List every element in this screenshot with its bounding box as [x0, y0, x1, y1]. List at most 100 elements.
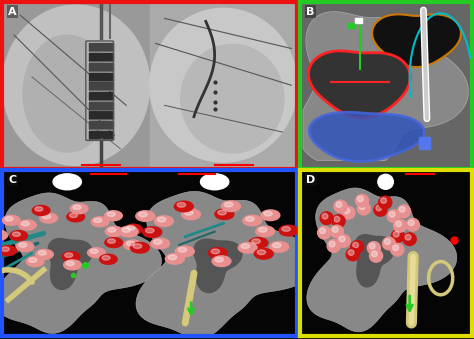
Circle shape	[357, 196, 364, 202]
Ellipse shape	[181, 44, 284, 153]
Circle shape	[21, 221, 29, 226]
Bar	[150, 2, 297, 169]
Circle shape	[12, 232, 20, 236]
Circle shape	[40, 213, 57, 223]
Circle shape	[90, 249, 98, 254]
Circle shape	[119, 226, 138, 237]
Circle shape	[215, 209, 234, 219]
Circle shape	[182, 209, 201, 220]
Circle shape	[336, 202, 342, 207]
Circle shape	[177, 202, 186, 207]
Circle shape	[154, 240, 162, 244]
Circle shape	[174, 201, 193, 212]
Circle shape	[372, 251, 377, 257]
Circle shape	[91, 217, 109, 227]
Circle shape	[392, 230, 404, 242]
Circle shape	[258, 227, 267, 232]
Circle shape	[105, 226, 123, 236]
Circle shape	[279, 225, 298, 236]
Circle shape	[218, 210, 226, 215]
Bar	[419, 137, 430, 149]
Circle shape	[102, 256, 110, 260]
Circle shape	[396, 221, 401, 227]
Circle shape	[257, 250, 266, 255]
Circle shape	[143, 227, 162, 237]
Circle shape	[139, 212, 147, 217]
Circle shape	[374, 203, 387, 216]
Polygon shape	[136, 191, 318, 339]
Circle shape	[124, 240, 142, 250]
Circle shape	[36, 250, 53, 259]
Circle shape	[403, 233, 416, 245]
Circle shape	[43, 214, 50, 219]
Circle shape	[178, 247, 187, 252]
Circle shape	[319, 228, 326, 234]
Circle shape	[392, 245, 399, 251]
Circle shape	[408, 220, 414, 226]
Circle shape	[151, 238, 170, 249]
Circle shape	[10, 231, 27, 241]
Bar	[89, 102, 113, 109]
Circle shape	[105, 211, 122, 221]
Circle shape	[221, 201, 240, 212]
Circle shape	[261, 210, 280, 221]
Circle shape	[157, 217, 166, 222]
Circle shape	[255, 248, 273, 259]
Circle shape	[108, 227, 116, 232]
Circle shape	[125, 224, 142, 234]
Circle shape	[357, 202, 370, 215]
Bar	[348, 23, 355, 28]
Circle shape	[391, 243, 404, 256]
Circle shape	[264, 211, 272, 216]
Bar	[2, 2, 150, 169]
Circle shape	[376, 205, 382, 211]
Polygon shape	[193, 238, 243, 293]
Circle shape	[18, 220, 36, 230]
Circle shape	[2, 215, 20, 225]
Polygon shape	[309, 51, 410, 118]
Polygon shape	[354, 234, 395, 287]
Circle shape	[282, 226, 291, 231]
Polygon shape	[47, 238, 93, 290]
Ellipse shape	[23, 35, 111, 152]
Circle shape	[212, 256, 231, 266]
Circle shape	[327, 240, 340, 252]
Circle shape	[238, 242, 257, 253]
Ellipse shape	[150, 8, 297, 162]
Circle shape	[73, 205, 81, 210]
Circle shape	[100, 254, 117, 264]
Circle shape	[94, 218, 102, 222]
Circle shape	[342, 206, 355, 219]
Circle shape	[383, 237, 395, 250]
Circle shape	[246, 217, 254, 221]
Circle shape	[38, 251, 46, 255]
Circle shape	[348, 250, 354, 255]
Circle shape	[255, 226, 274, 237]
Circle shape	[378, 174, 393, 189]
Text: C: C	[8, 175, 17, 185]
Circle shape	[369, 243, 375, 249]
Bar	[89, 121, 113, 129]
Circle shape	[406, 218, 419, 231]
Circle shape	[351, 241, 364, 253]
Circle shape	[66, 261, 74, 266]
Circle shape	[397, 205, 410, 218]
Circle shape	[224, 202, 233, 207]
Circle shape	[16, 242, 34, 252]
Bar	[89, 82, 113, 90]
Circle shape	[136, 211, 155, 221]
Circle shape	[108, 239, 116, 243]
Circle shape	[270, 241, 289, 252]
Circle shape	[65, 253, 73, 257]
Circle shape	[334, 216, 340, 222]
Circle shape	[393, 231, 399, 237]
Circle shape	[329, 241, 335, 247]
Circle shape	[127, 241, 135, 246]
Circle shape	[334, 200, 347, 213]
Circle shape	[243, 215, 262, 226]
Circle shape	[318, 226, 331, 239]
Circle shape	[252, 239, 260, 244]
Polygon shape	[309, 112, 424, 161]
Circle shape	[405, 235, 411, 240]
Circle shape	[130, 242, 149, 253]
